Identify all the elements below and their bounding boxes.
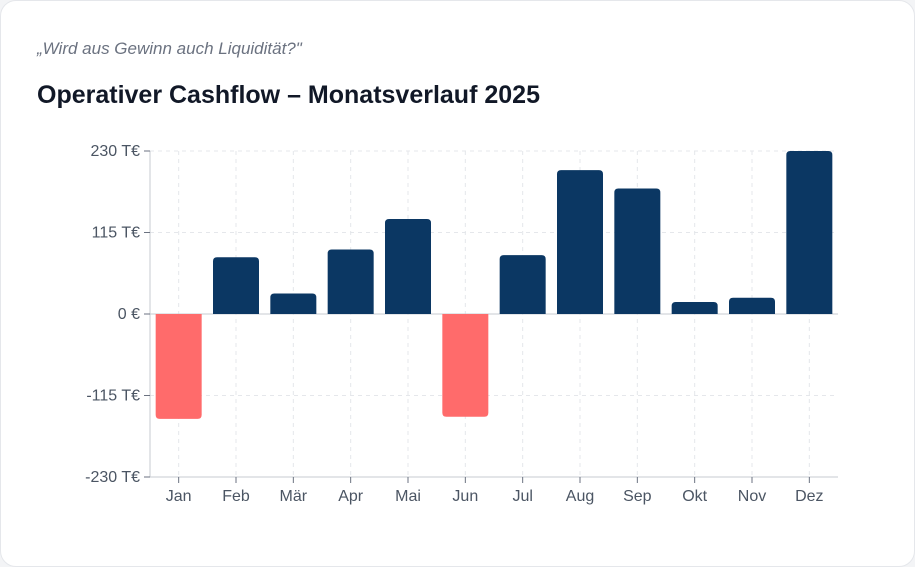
- x-tick-label: Dez: [795, 488, 823, 505]
- bar-dez: [786, 151, 833, 314]
- x-tick-label: Jan: [166, 488, 192, 505]
- x-tick-label: Jul: [512, 488, 532, 505]
- x-tick-label: Okt: [682, 488, 707, 505]
- bar-sep: [614, 188, 661, 314]
- x-tick-label: Mär: [280, 488, 308, 505]
- bar-aug: [557, 170, 603, 314]
- y-tick-label: -115 T€: [86, 388, 140, 405]
- bar-jan: [155, 314, 202, 419]
- x-tick-label: Mai: [395, 488, 421, 505]
- bar-feb: [213, 257, 259, 314]
- chart-subtitle: „Wird aus Gewinn auch Liquidität?": [37, 39, 302, 58]
- x-tick-label: Feb: [222, 488, 250, 505]
- bar-apr: [327, 249, 374, 314]
- bar-nov: [729, 297, 775, 314]
- y-tick-label: 230 T€: [90, 143, 140, 160]
- x-tick-label: Jun: [452, 488, 478, 505]
- x-tick-label: Aug: [566, 488, 594, 505]
- x-tick-label: Nov: [738, 488, 766, 505]
- y-tick-label: -230 T€: [85, 469, 140, 486]
- chart-title: Operativer Cashflow – Monatsverlauf 2025: [37, 81, 540, 109]
- x-tick-label: Sep: [623, 488, 652, 505]
- bar-jun: [442, 314, 489, 417]
- bar-mär: [270, 293, 317, 314]
- y-tick-label: 115 T€: [92, 225, 140, 242]
- bar-okt: [671, 301, 718, 314]
- bar-jul: [499, 255, 546, 314]
- x-tick-label: Apr: [338, 488, 364, 505]
- y-tick-label: 0 €: [118, 306, 140, 323]
- bar-mai: [385, 219, 431, 314]
